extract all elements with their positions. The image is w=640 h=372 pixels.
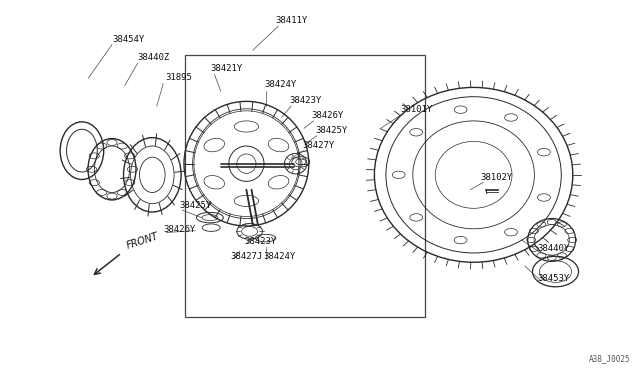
Text: 38426Y: 38426Y — [163, 225, 195, 234]
Text: 38440Z: 38440Z — [138, 53, 170, 62]
Text: 38440Y: 38440Y — [538, 244, 570, 253]
Text: 38453Y: 38453Y — [538, 274, 570, 283]
Text: 38424Y: 38424Y — [264, 252, 296, 261]
Text: 38423Y: 38423Y — [289, 96, 321, 105]
Text: 38427J: 38427J — [230, 252, 262, 261]
Text: 38426Y: 38426Y — [312, 111, 344, 120]
Text: 38427Y: 38427Y — [302, 141, 334, 150]
Text: 38411Y: 38411Y — [275, 16, 307, 25]
Text: 38424Y: 38424Y — [264, 80, 296, 89]
Text: 38454Y: 38454Y — [112, 35, 144, 44]
Text: A38_J0025: A38_J0025 — [589, 354, 630, 363]
Text: 38101Y: 38101Y — [400, 105, 432, 114]
Text: FRONT: FRONT — [125, 231, 159, 251]
Text: 38425Y: 38425Y — [315, 126, 347, 135]
Text: 38102Y: 38102Y — [480, 173, 512, 182]
Text: 38423Y: 38423Y — [244, 237, 276, 246]
Text: 31895: 31895 — [165, 73, 192, 81]
Text: 38425Y: 38425Y — [179, 201, 211, 210]
Text: 38421Y: 38421Y — [210, 64, 242, 73]
Bar — [185, 55, 425, 317]
